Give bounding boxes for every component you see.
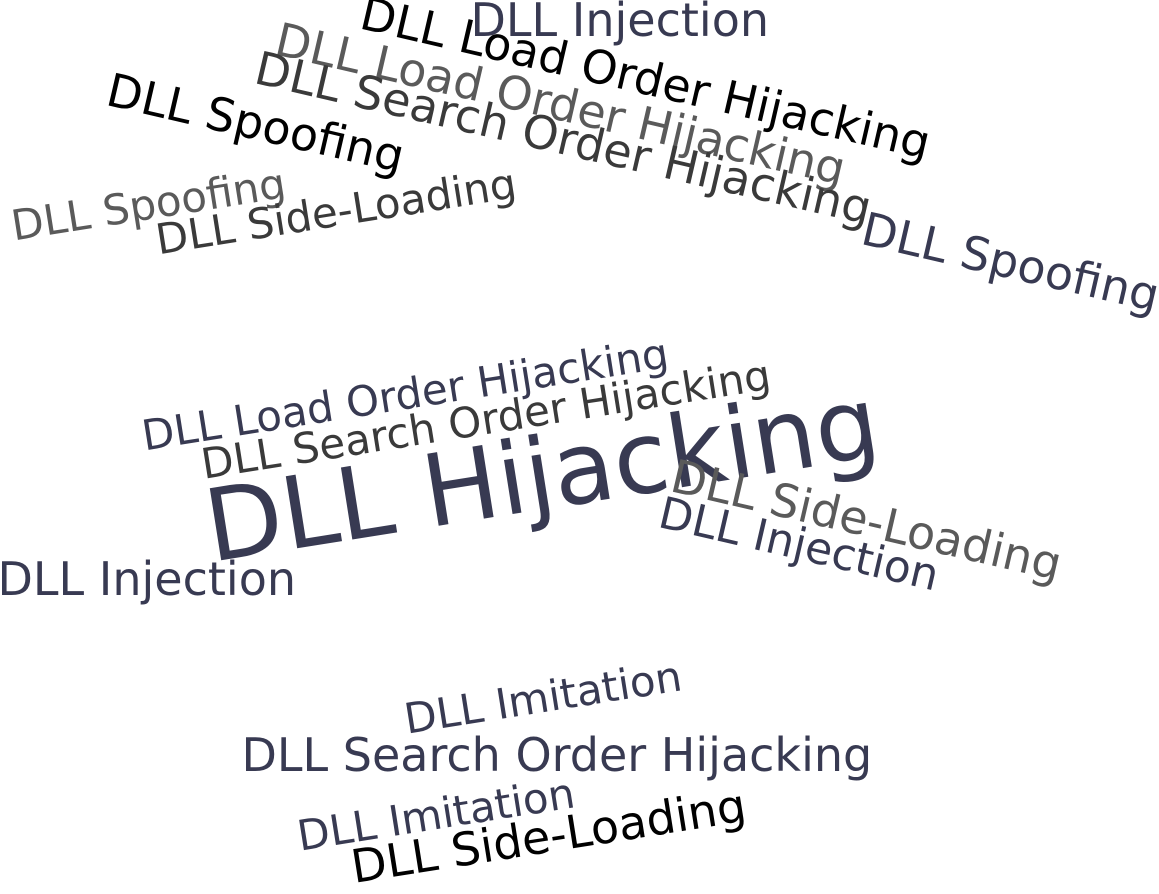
cloud-word: DLL Injection [470, 0, 770, 47]
cloud-word: DLL Spoofing [856, 201, 1159, 323]
cloud-word: DLL Search Order Hijacking [241, 728, 873, 782]
cloud-word: DLL Injection [0, 552, 297, 606]
